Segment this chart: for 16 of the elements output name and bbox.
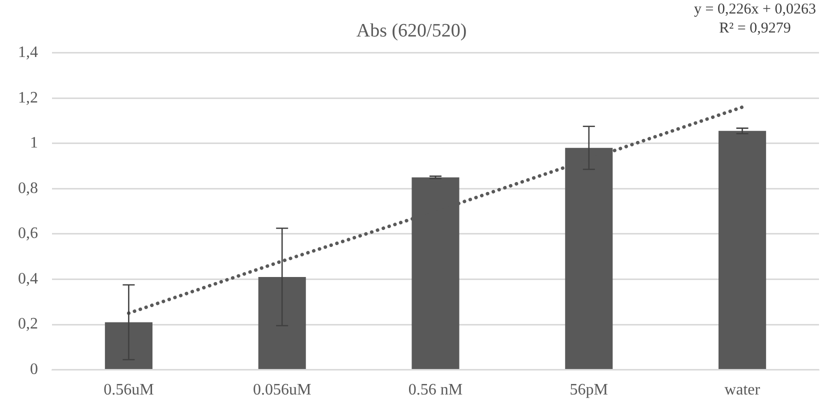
x-tick-label: 56pM [570,382,608,399]
y-tick-label: 1 [30,134,38,152]
x-tick-label: 0.56uM [104,382,154,399]
y-tick-label: 0,4 [18,270,38,288]
y-tick-label: 0,8 [18,180,38,197]
x-tick-label: 0.056uM [252,382,312,399]
y-tick-label: 1,4 [18,44,38,62]
x-tick-label: 0.56 nM [408,382,463,399]
y-tick-label: 0,6 [18,225,38,242]
y-tick-label: 1,2 [18,89,38,106]
y-tick-label: 0 [30,361,38,378]
x-tick-label: water [724,382,761,399]
text: y = 0,226x + 0,0263 [694,1,816,18]
y-tick-label: 0,2 [18,316,38,333]
chart-title: Abs (620/520) [356,20,467,42]
text: R² = 0,9279 [719,20,791,36]
